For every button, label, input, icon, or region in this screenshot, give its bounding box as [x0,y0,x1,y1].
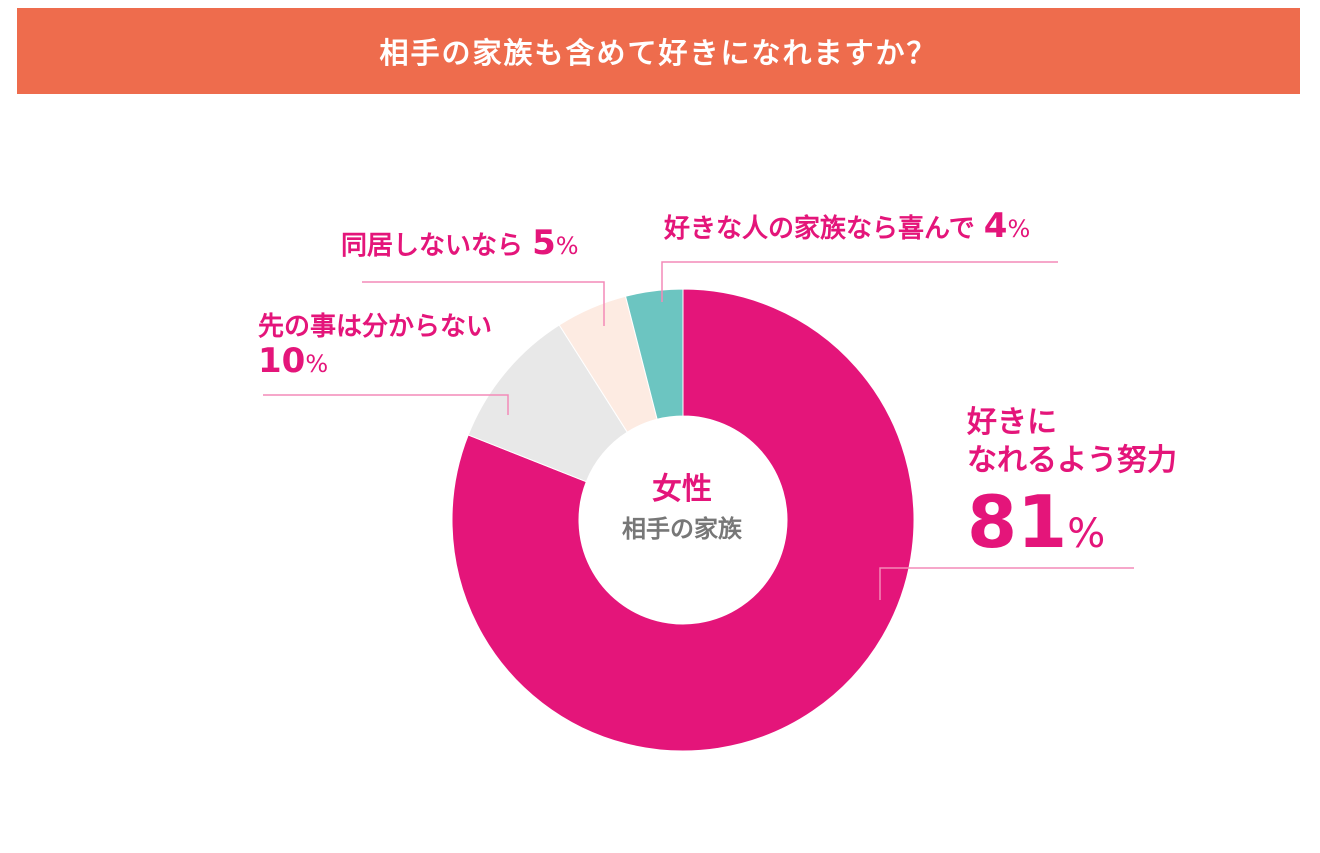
label-effort-line2: なれるよう努力 [967,443,1177,478]
value-effort: 81% [967,480,1177,564]
value-unknown-number: 10 [258,341,306,381]
label-gladly: 好きな人の家族なら喜んで 4% [664,209,1030,246]
center-subtitle: 相手の家族 [622,515,742,543]
label-gladly-text: 好きな人の家族なら喜んで [664,214,975,244]
value-unknown-sign: % [305,350,329,378]
label-effort-line1: 好きに [967,405,1057,440]
value-unknown: 10% [258,344,492,381]
center-title: 女性 [652,472,712,507]
label-unknown-line1: 先の事は分からない [258,312,493,342]
value-effort-number: 81 [967,480,1068,564]
slice-effort [451,288,915,752]
value-gladly-sign: % [1007,215,1031,243]
value-no-cohabit-sign: % [555,232,579,260]
chart-title: 相手の家族も含めて好きになれますか？ [379,36,938,70]
chart-header: 相手の家族も含めて好きになれますか？ [17,8,1300,94]
label-no-cohabit: 同居しないなら 5% [341,226,579,263]
leader-gladly [661,261,1058,302]
value-no-cohabit-number: 5 [532,223,556,263]
label-unknown: 先の事は分からない 10% [258,310,492,381]
label-no-cohabit-text: 同居しないなら [341,231,524,261]
donut-center: 女性 相手の家族 [582,470,782,546]
value-effort-sign: % [1067,511,1106,557]
leader-no-cohabit [362,281,605,326]
slice-gladly [624,288,684,420]
value-gladly-number: 4 [983,206,1008,246]
leader-unknown [263,394,509,415]
label-effort: 好きに なれるよう努力 81% [967,404,1177,564]
leader-effort [879,567,1134,600]
